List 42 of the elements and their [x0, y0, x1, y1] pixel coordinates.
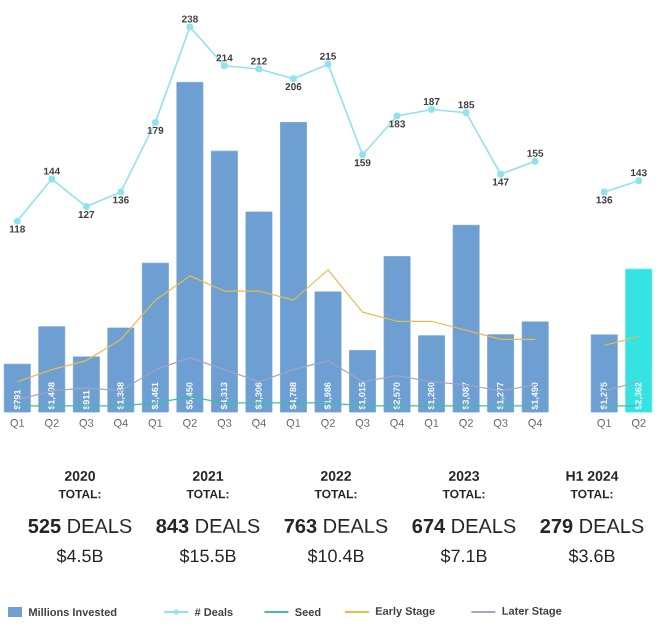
text: 674 DEALS — [412, 518, 516, 534]
bar — [280, 122, 307, 413]
point — [393, 112, 401, 120]
text: 525 DEALS — [28, 518, 132, 534]
bar — [176, 81, 204, 413]
bar — [141, 262, 169, 413]
text: $7.1B — [440, 548, 487, 564]
bar — [314, 291, 342, 413]
bar — [487, 334, 515, 413]
point — [151, 118, 159, 126]
bar — [3, 363, 31, 413]
text: 763 DEALS — [284, 518, 388, 534]
bar — [72, 356, 100, 413]
point — [462, 109, 470, 117]
bar — [107, 327, 135, 413]
point — [600, 188, 608, 196]
point — [497, 170, 505, 178]
bar — [211, 150, 238, 413]
point — [13, 217, 21, 225]
bar — [590, 334, 618, 413]
bar — [418, 335, 445, 413]
text: 843 DEALS — [156, 518, 260, 534]
bar — [452, 224, 480, 413]
point — [428, 106, 435, 113]
text: 279 DEALS — [540, 518, 644, 534]
point — [290, 75, 297, 83]
text: $3.6B — [568, 548, 615, 564]
text: $15.5B — [179, 548, 236, 564]
bar — [245, 211, 273, 413]
point — [117, 188, 125, 196]
point — [82, 203, 90, 210]
point — [531, 157, 539, 165]
point — [359, 151, 366, 159]
text: $10.4B — [307, 548, 364, 564]
point — [635, 177, 643, 185]
bar — [349, 350, 376, 413]
bar — [521, 321, 549, 413]
bar — [38, 326, 66, 413]
bar — [625, 268, 653, 413]
point — [48, 175, 56, 183]
bar — [383, 256, 411, 413]
text: $4.5B — [56, 548, 103, 564]
